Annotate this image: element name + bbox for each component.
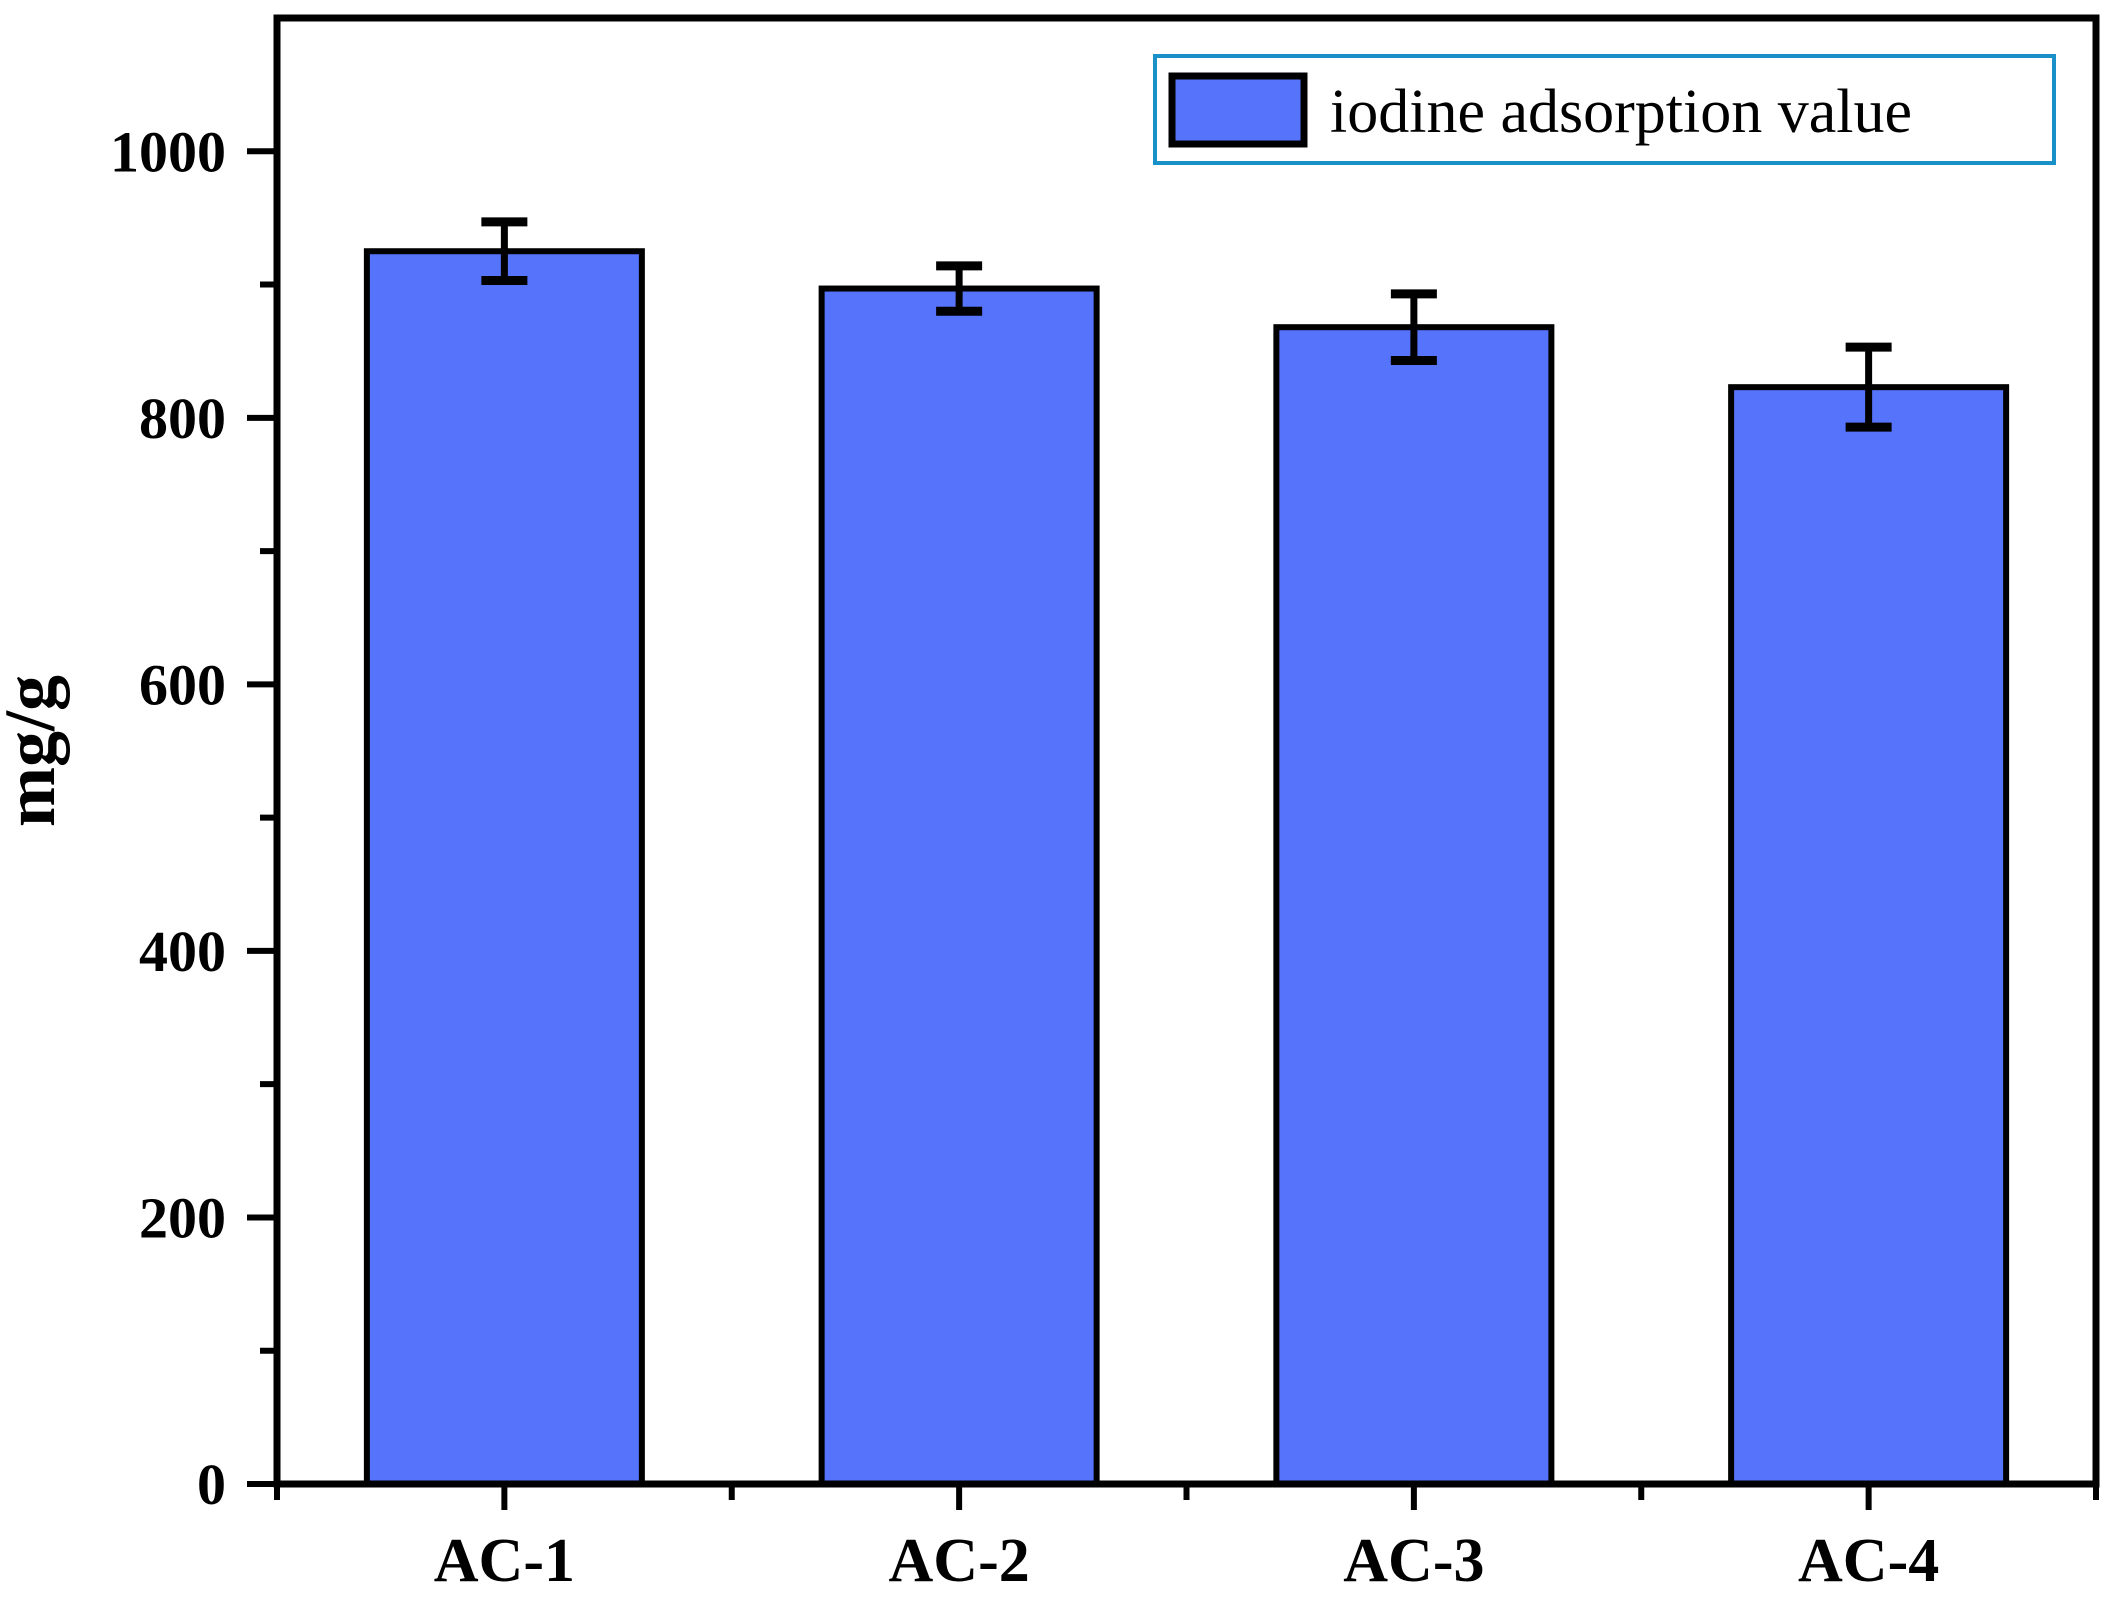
bar-AC-3 <box>1273 324 1555 1487</box>
y-tick-label-800: 800 <box>139 386 226 451</box>
y-tick-label-1000: 1000 <box>110 119 226 184</box>
bar-AC-2 <box>818 285 1100 1488</box>
plot-content: 0 200 400 600 800 1000 AC-1 AC-2 AC-3 AC-4 <box>110 119 2099 1595</box>
x-tick-label-AC-2: AC-2 <box>889 1527 1030 1595</box>
y-tick-label-600: 600 <box>139 652 226 717</box>
y-tick-label-0: 0 <box>197 1452 226 1517</box>
legend-label: iodine adsorption value <box>1330 78 1912 146</box>
bar-AC-1 <box>363 248 645 1487</box>
y-tick-label-400: 400 <box>139 919 226 984</box>
y-tick-label-200: 200 <box>139 1185 226 1250</box>
plot-frame <box>273 14 2100 1488</box>
x-tick-label-AC-4: AC-4 <box>1798 1527 1939 1595</box>
x-tick-label-AC-1: AC-1 <box>434 1527 575 1595</box>
bar-AC-4 <box>1728 384 2010 1488</box>
legend-swatch-icon <box>1168 72 1308 148</box>
x-tick-label-AC-3: AC-3 <box>1343 1527 1484 1595</box>
legend: iodine adsorption value <box>1153 54 2056 165</box>
y-axis-title: mg/g <box>0 675 70 827</box>
